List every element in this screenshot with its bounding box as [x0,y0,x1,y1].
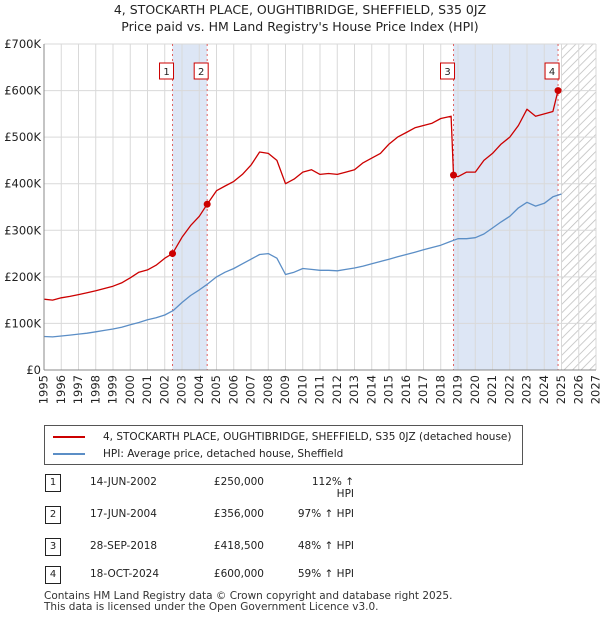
sale-marker-label-1: 1 [163,67,169,78]
chart-subtitle: Price paid vs. HM Land Registry's House … [121,19,479,34]
x-tick-label: 2003 [175,375,189,404]
x-tick-label: 1999 [106,375,120,404]
x-tick-label: 2009 [278,375,292,404]
x-tick-label: 2010 [295,375,309,404]
y-tick-label: £0 [26,363,41,377]
legend-label-hpi: HPI: Average price, detached house, Shef… [103,448,344,460]
sale-price: £250,000 [213,476,264,488]
x-tick-label: 1995 [37,375,51,404]
x-tick-label: 1998 [88,375,102,404]
legend-item-hpi: HPI: Average price, detached house, Shef… [53,446,343,462]
x-tick-label: 2007 [244,375,258,404]
x-tick-label: 2012 [330,375,344,404]
x-tick-label: 2002 [157,375,171,404]
shaded-range-2 [453,44,559,370]
table-row: 1 14-JUN-2002 £250,000 112% ↑ HPI [44,474,424,500]
x-tick-label: 2014 [364,375,378,404]
x-tick-label: 2005 [209,375,223,404]
y-tick-label: £100K [4,316,41,330]
x-tick-label: 2018 [433,375,447,404]
sale-point-4 [554,87,562,95]
sale-marker-label-3: 3 [444,67,450,78]
y-tick-label: £600K [4,84,41,98]
table-row: 2 17-JUN-2004 £356,000 97% ↑ HPI [44,506,424,524]
x-tick-label: 2004 [192,375,206,404]
sale-date: 17-JUN-2004 [90,508,157,520]
x-tick-label: 1996 [54,375,68,404]
y-tick-label: £200K [4,270,41,284]
x-tick-label: 2013 [347,375,361,404]
sale-price: £418,500 [213,540,264,552]
x-tick-label: 2024 [537,375,551,404]
legend-item-property: 4, STOCKARTH PLACE, OUGHTIBRIDGE, SHEFFI… [53,429,512,445]
x-tick-label: 2000 [123,375,137,404]
price-chart: 1 2 3 4 £0 £100K £200K £300K £400K £500K £600K £70… [4,37,600,404]
hpi-line [43,193,562,338]
sale-point-2 [203,200,211,208]
sale-marker-box-4 [544,62,560,80]
chart-title: 4, STOCKARTH PLACE, OUGHTIBRIDGE, SHEFFI… [113,2,487,17]
legend-swatch-property [53,436,85,438]
sale-hpi-change: 59% ↑ HPI [297,568,354,580]
shaded-range-1 [172,44,208,370]
sale-number: 2 [45,506,61,524]
sale-price: £600,000 [213,568,264,580]
sale-number: 3 [45,538,61,556]
x-tick-label: 2017 [416,375,430,404]
sale-marker-label-4: 4 [549,67,555,78]
sale-marker-label-2: 2 [198,67,204,78]
sale-point-3 [450,171,458,179]
sale-marker-box-1 [159,62,175,80]
sale-hpi-change: 97% ↑ HPI [297,508,354,520]
sale-point-1 [169,250,177,258]
legend-swatch-hpi [53,453,85,455]
x-tick-label: 2001 [140,375,154,404]
x-tick-label: 2019 [451,375,465,404]
x-tick-label: 2025 [554,375,568,404]
x-tick-label: 2020 [468,375,482,404]
sale-number: 4 [45,566,61,584]
y-tick-label: £400K [4,177,41,191]
y-tick-label: £700K [4,37,41,51]
sale-number: 1 [45,474,61,492]
footer: Contains HM Land Registry data © Crown c… [44,591,452,613]
table-row: 3 28-SEP-2018 £418,500 48% ↑ HPI [44,538,424,556]
property-price-line [43,88,562,301]
table-row: 4 18-OCT-2024 £600,000 59% ↑ HPI [44,566,424,584]
sale-date: 18-OCT-2024 [90,568,159,580]
x-tick-label: 2016 [399,375,413,404]
legend-label-property: 4, STOCKARTH PLACE, OUGHTIBRIDGE, SHEFFI… [103,431,512,443]
x-tick-label: 2008 [261,375,275,404]
x-tick-label: 2011 [313,375,327,404]
x-tick-label: 2006 [226,375,240,404]
sale-date: 28-SEP-2018 [90,540,158,552]
x-tick-label: 1997 [71,375,85,404]
sale-price: £356,000 [213,508,264,520]
y-tick-label: £500K [4,130,41,144]
x-tick-label: 2026 [571,375,585,404]
sale-date: 14-JUN-2002 [90,476,157,488]
y-tick-label: £300K [4,223,41,237]
x-tick-label: 2015 [382,375,396,404]
sale-hpi-change: 112% ↑ HPI [311,476,354,500]
sale-hpi-change: 48% ↑ HPI [297,540,354,552]
sale-marker-box-2 [193,62,209,80]
sale-marker-box-3 [440,62,456,80]
legend: 4, STOCKARTH PLACE, OUGHTIBRIDGE, SHEFFI… [44,425,523,465]
footer-licence: This data is licensed under the Open Gov… [44,601,379,613]
x-tick-label: 2027 [589,375,600,404]
x-tick-label: 2022 [502,375,516,404]
x-tick-label: 2021 [485,375,499,404]
x-tick-label: 2023 [520,375,534,404]
footer-copyright: Contains HM Land Registry data © Crown c… [44,590,453,602]
